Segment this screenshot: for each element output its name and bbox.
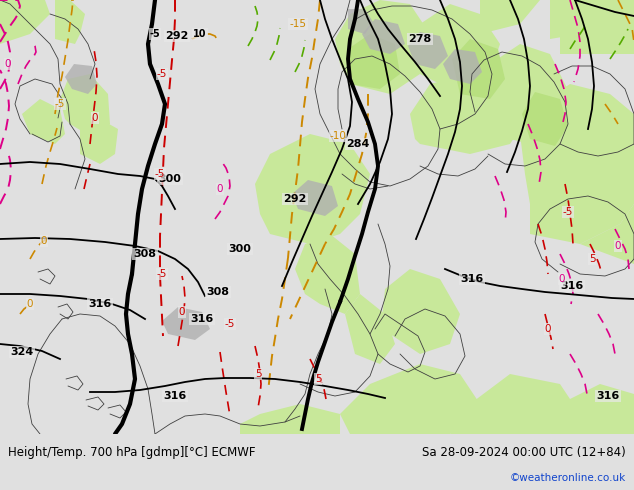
- Polygon shape: [348, 9, 373, 34]
- Text: 0: 0: [545, 324, 551, 334]
- Polygon shape: [550, 0, 600, 39]
- Text: 316: 316: [597, 391, 619, 401]
- Text: Height/Temp. 700 hPa [gdmp][°C] ECMWF: Height/Temp. 700 hPa [gdmp][°C] ECMWF: [8, 445, 256, 459]
- Polygon shape: [60, 74, 110, 139]
- Polygon shape: [480, 0, 540, 34]
- Polygon shape: [292, 180, 338, 216]
- Polygon shape: [0, 0, 50, 44]
- Text: 5: 5: [589, 254, 595, 264]
- Text: 0: 0: [27, 299, 33, 309]
- Text: -10: -10: [330, 131, 346, 141]
- Polygon shape: [480, 44, 570, 144]
- Text: -5: -5: [225, 319, 235, 329]
- Text: 0: 0: [179, 307, 185, 317]
- Polygon shape: [345, 294, 395, 364]
- Polygon shape: [335, 0, 430, 94]
- Text: 316: 316: [460, 274, 484, 284]
- Polygon shape: [348, 34, 400, 89]
- Polygon shape: [450, 374, 580, 434]
- Polygon shape: [410, 4, 500, 94]
- Polygon shape: [443, 49, 482, 84]
- Polygon shape: [382, 269, 460, 354]
- Polygon shape: [520, 84, 634, 244]
- Polygon shape: [55, 0, 85, 44]
- Polygon shape: [550, 384, 634, 434]
- Polygon shape: [240, 404, 340, 434]
- Polygon shape: [255, 134, 370, 244]
- Text: 0: 0: [92, 113, 98, 123]
- Text: 0: 0: [41, 236, 48, 246]
- Polygon shape: [162, 307, 210, 340]
- Text: 316: 316: [560, 281, 584, 291]
- Text: 300: 300: [158, 174, 181, 184]
- Text: 0: 0: [615, 241, 621, 251]
- Polygon shape: [340, 364, 480, 434]
- Polygon shape: [80, 119, 118, 164]
- Polygon shape: [410, 74, 530, 154]
- Text: -5: -5: [155, 169, 165, 179]
- Text: 308: 308: [207, 287, 230, 297]
- Text: 0: 0: [559, 274, 566, 284]
- Text: 300: 300: [229, 244, 252, 254]
- Text: 278: 278: [408, 34, 432, 44]
- Polygon shape: [22, 99, 65, 144]
- Text: -5: -5: [150, 29, 160, 39]
- Polygon shape: [65, 64, 97, 94]
- Text: 316: 316: [190, 314, 214, 324]
- Polygon shape: [452, 39, 505, 99]
- Text: 292: 292: [165, 31, 189, 41]
- Text: -5: -5: [55, 99, 65, 109]
- Text: 308: 308: [134, 249, 157, 259]
- Text: 10: 10: [193, 29, 207, 39]
- Text: 5: 5: [255, 369, 261, 379]
- Text: 0: 0: [4, 59, 11, 69]
- Text: 316: 316: [88, 299, 112, 309]
- Polygon shape: [408, 32, 448, 69]
- Text: ©weatheronline.co.uk: ©weatheronline.co.uk: [510, 473, 626, 483]
- Text: -5: -5: [563, 207, 573, 217]
- Polygon shape: [580, 204, 634, 264]
- Text: -5: -5: [157, 69, 167, 79]
- Polygon shape: [295, 234, 360, 314]
- Text: -5: -5: [157, 269, 167, 279]
- Polygon shape: [522, 92, 568, 146]
- Text: 316: 316: [164, 391, 186, 401]
- Text: 292: 292: [283, 194, 307, 204]
- Text: -15: -15: [290, 19, 306, 29]
- Text: 324: 324: [10, 347, 34, 357]
- Text: 284: 284: [346, 139, 370, 149]
- Polygon shape: [362, 19, 405, 54]
- Text: Sa 28-09-2024 00:00 UTC (12+84): Sa 28-09-2024 00:00 UTC (12+84): [422, 445, 626, 459]
- Text: 0: 0: [217, 184, 223, 194]
- Polygon shape: [560, 0, 634, 54]
- Text: 5: 5: [314, 374, 321, 384]
